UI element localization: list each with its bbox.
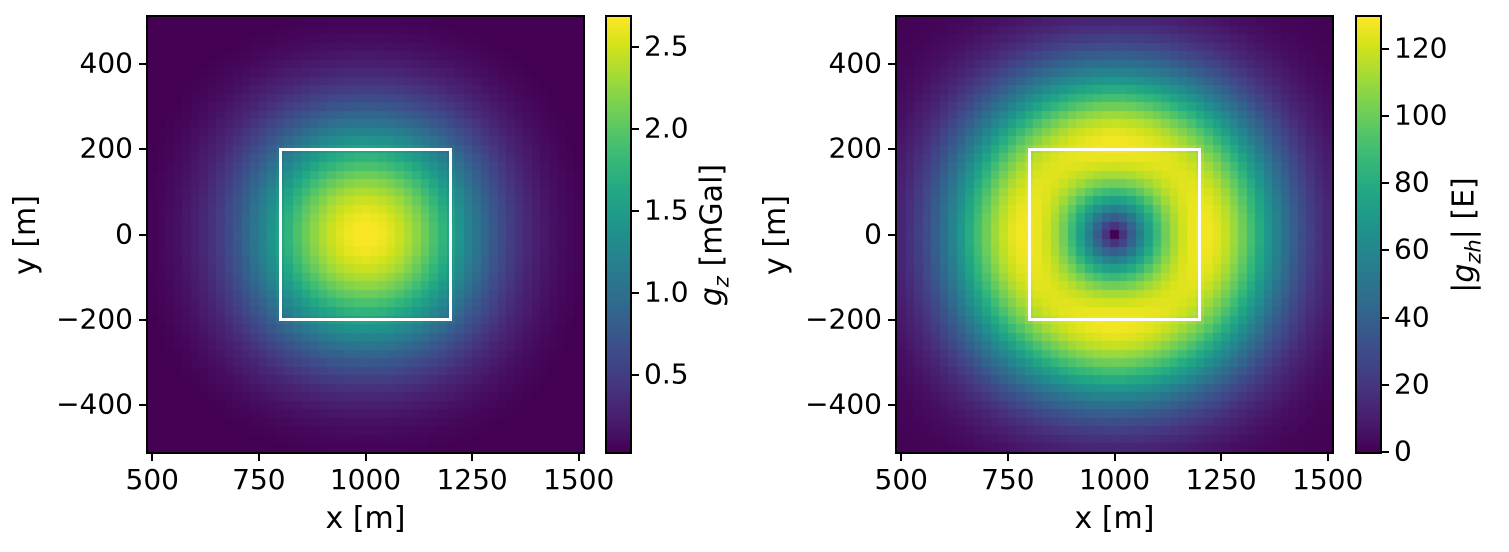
gzh-colorbar-tick-mark xyxy=(1380,451,1389,453)
gzh-colorbar-tick-mark xyxy=(1380,249,1389,252)
gz-colorbar-tick-mark xyxy=(630,373,639,376)
gzh-colorbar-tick-mark xyxy=(1380,383,1389,386)
gzh-colorbar-tick-label: 60 xyxy=(1394,232,1430,266)
gzh-xaxis-label: x [m] xyxy=(1074,501,1155,536)
gz-colorbar-tick-label: 0.5 xyxy=(644,357,689,391)
gzh-x-tick-mark xyxy=(900,452,903,461)
gz-colorbar-gradient xyxy=(607,17,630,452)
gzh-colorbar xyxy=(1355,15,1382,454)
gzh-y-tick-label: −200 xyxy=(805,302,882,336)
gzh-colorbar-label-sub: zh xyxy=(1461,238,1486,264)
gzh-colorbar-tick-label: 120 xyxy=(1394,31,1448,65)
gz-colorbar-label: gz [mGal] xyxy=(694,163,734,306)
gzh-y-tick-mark xyxy=(888,318,897,321)
gz-x-tick-label: 1250 xyxy=(436,463,508,496)
gzh-x-tick-mark xyxy=(1113,452,1116,461)
gz-colorbar-tick-label: 1.5 xyxy=(644,193,689,227)
gz-xaxis-label: x [m] xyxy=(325,501,406,536)
gz-colorbar-tick-label: 1.0 xyxy=(644,275,689,309)
gzh-colorbar-tick-label: 20 xyxy=(1394,367,1430,401)
gz-x-tick-mark xyxy=(151,452,154,461)
gzh-colorbar-tick-label: 80 xyxy=(1394,165,1430,199)
gz-x-tick-mark xyxy=(257,452,260,461)
gz-colorbar-tick-mark xyxy=(630,209,639,212)
gz-plot-area xyxy=(146,15,585,454)
gzh-colorbar-tick-label: 0 xyxy=(1394,434,1412,468)
gzh-colorbar-tick-mark xyxy=(1380,182,1389,185)
gz-x-tick-mark xyxy=(364,452,367,461)
gz-colorbar-tick-mark xyxy=(630,127,639,130)
gz-prism-outline xyxy=(278,147,453,322)
gzh-x-tick-label: 750 xyxy=(981,463,1035,496)
gzh-prism-outline xyxy=(1027,147,1202,322)
gzh-y-tick-mark xyxy=(888,404,897,407)
gzh-x-tick-mark xyxy=(1326,452,1329,461)
gzh-colorbar-label-unit: | [E] xyxy=(1446,176,1482,239)
gz-x-tick-mark xyxy=(471,452,474,461)
gz-colorbar-label-symbol: g xyxy=(694,286,730,306)
gz-y-tick-mark xyxy=(139,404,148,407)
gzh-colorbar-label-prefix: | xyxy=(1446,282,1482,293)
gz-colorbar-label-sub: z xyxy=(709,275,734,287)
gz-x-tick-label: 500 xyxy=(125,463,179,496)
gzh-plot-area xyxy=(895,15,1334,454)
gzh-colorbar-tick-label: 100 xyxy=(1394,98,1448,132)
gzh-heatmap xyxy=(897,17,1332,452)
gz-x-tick-label: 1500 xyxy=(543,463,615,496)
gzh-y-tick-mark xyxy=(888,148,897,151)
gz-colorbar-tick-label: 2.5 xyxy=(644,28,689,62)
gzh-y-tick-label: 400 xyxy=(828,46,882,80)
gzh-y-tick-label: −400 xyxy=(805,387,882,421)
gz-x-tick-mark xyxy=(577,452,580,461)
gzh-x-tick-mark xyxy=(1220,452,1223,461)
gzh-colorbar-label: |gzh| [E] xyxy=(1446,176,1486,293)
gz-y-tick-mark xyxy=(139,148,148,151)
gzh-y-tick-label: 0 xyxy=(864,216,882,250)
gz-colorbar-tick-mark xyxy=(630,45,639,48)
gzh-colorbar-tick-mark xyxy=(1380,47,1389,50)
gzh-x-tick-mark xyxy=(1006,452,1009,461)
gzh-x-tick-label: 1500 xyxy=(1292,463,1364,496)
gz-colorbar-tick-label: 2.0 xyxy=(644,111,689,145)
gzh-colorbar-tick-label: 40 xyxy=(1394,300,1430,334)
gzh-colorbar-label-symbol: g xyxy=(1446,263,1482,283)
gz-colorbar-tick-mark xyxy=(630,291,639,294)
gz-heatmap xyxy=(148,17,583,452)
gz-x-tick-label: 750 xyxy=(232,463,286,496)
gz-colorbar-label-unit: [mGal] xyxy=(694,163,730,276)
gzh-y-tick-mark xyxy=(888,233,897,236)
gzh-y-tick-mark xyxy=(888,62,897,65)
gzh-colorbar-gradient xyxy=(1357,17,1380,452)
gz-y-tick-label: 0 xyxy=(115,216,133,250)
gz-y-tick-mark xyxy=(139,62,148,65)
gzh-x-tick-label: 500 xyxy=(874,463,928,496)
gz-y-tick-label: 200 xyxy=(79,131,133,165)
gz-y-tick-mark xyxy=(139,233,148,236)
gzh-y-tick-label: 200 xyxy=(828,131,882,165)
gzh-colorbar-tick-mark xyxy=(1380,316,1389,319)
gzh-colorbar-tick-mark xyxy=(1380,115,1389,118)
gzh-x-tick-label: 1250 xyxy=(1185,463,1257,496)
gz-y-tick-label: 400 xyxy=(79,46,133,80)
gz-y-tick-label: −200 xyxy=(56,302,133,336)
gz-y-tick-mark xyxy=(139,318,148,321)
gz-colorbar xyxy=(605,15,632,454)
gz-x-tick-label: 1000 xyxy=(329,463,402,496)
gzh-x-tick-label: 1000 xyxy=(1078,463,1151,496)
gz-y-tick-label: −400 xyxy=(56,387,133,421)
